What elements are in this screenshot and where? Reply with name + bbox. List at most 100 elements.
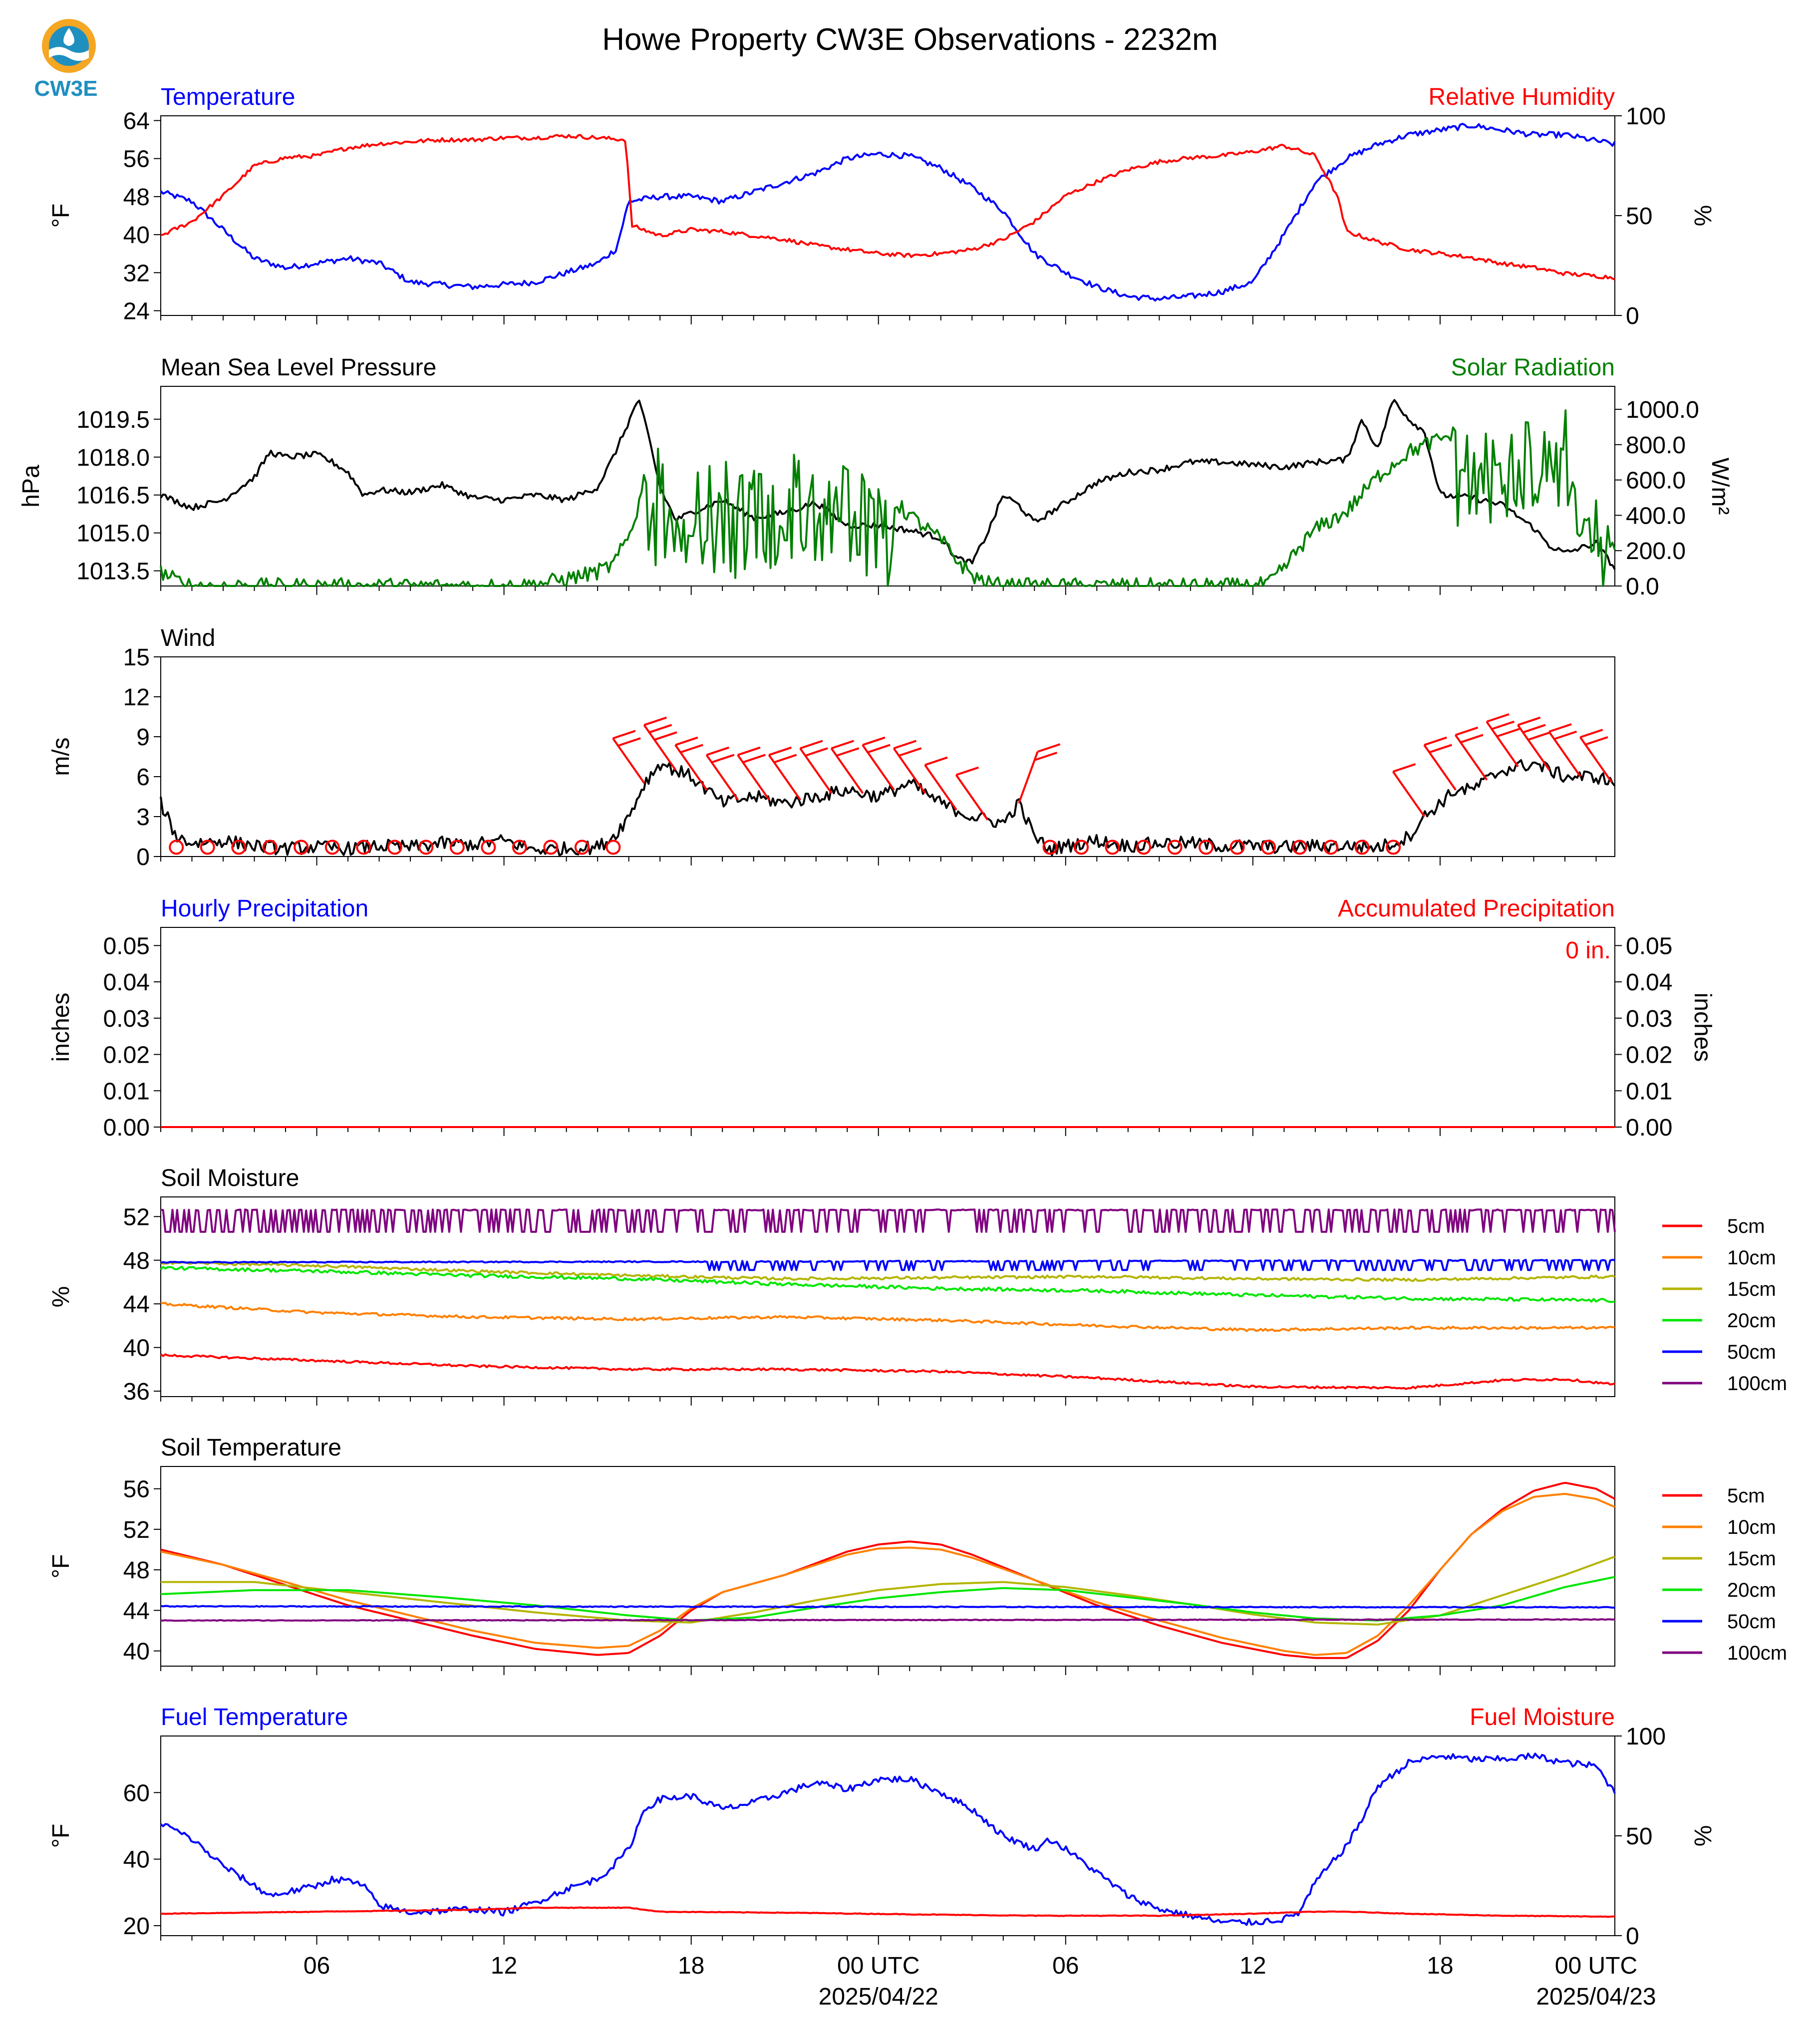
wind-barb-calm [1136,840,1152,855]
wind-barb-calm [1323,840,1339,855]
time-tick-label: 06 [303,1953,330,1979]
wind-barb-flag [1037,743,1061,753]
y-tick-label: 1013.5 [76,559,150,585]
wind-barb-flag [800,740,823,750]
y-tick-label: 48 [123,184,150,211]
legend-label: 50cm [1727,1341,1776,1363]
wind-barb-flag [675,736,698,746]
wind-barb-staff [1423,744,1457,791]
wind-barb-flag [643,716,667,726]
logo-drop-icon [63,28,74,46]
series-line-1 [160,1752,1616,1926]
wind-barb-flag [649,724,672,734]
wind-barb-flag [805,747,828,757]
y-tick-label: 56 [123,146,150,173]
panel-title-right: Solar Radiation [1451,354,1615,381]
wind-barb-staff [612,738,645,784]
panel-title-right: Fuel Moisture [1470,1704,1615,1731]
series-line-100cm [160,1208,1616,1233]
y-tick-label: 0.03 [103,1006,150,1032]
date-label: 2025/04/22 [819,1984,938,2010]
wind-barb-calm [1199,840,1214,855]
wind-barb-staff [1454,734,1488,781]
wind-barb-calm [231,840,247,855]
wind-barb-staff [1486,721,1519,768]
y-tick-label: 0.02 [103,1042,150,1069]
panel-title-left: Wind [161,625,215,651]
wind-barb-calm [1386,840,1401,855]
wind-barb-flag [737,746,761,756]
wind-barb-flag [867,744,891,754]
panel-title-left: Fuel Temperature [161,1704,348,1731]
soil-temperature-legend: 5cm 10cm 15cm 20cm 50cm 100cm [1662,1485,1787,1664]
y-tick-label: 56 [123,1476,150,1503]
wind-barb-flag [1455,726,1479,736]
y-tick-label: 12 [123,684,150,711]
y-tick-label: 0.05 [103,933,150,959]
wind-barb-flag [711,754,735,764]
wind-barb-flag [893,740,917,750]
series-line-50cm [160,1605,1615,1609]
y-tick-label: 48 [123,1248,150,1274]
y2-tick-label: 0.02 [1626,1042,1672,1069]
plot-frame [160,1466,1615,1667]
y-tick-label: 0.01 [103,1078,150,1105]
panel-1: Temperature Relative Humidity 24 32 40 48 56 64… [48,84,1716,329]
y-tick-label: 0.00 [103,1115,150,1141]
wind-barb-flag [1034,751,1058,761]
y2-tick-label: 800.0 [1626,432,1686,459]
y2-tick-label: 0 [1626,1923,1639,1950]
panel-3: Wind 0 3 6 9 12 15 m/s [48,625,1616,870]
panel-title-left: Soil Moisture [161,1165,299,1191]
wind-barb-staff [705,754,739,801]
wind-barb-flag [680,744,703,754]
wind-barb-calm [262,840,278,855]
series-line-1 [160,759,1616,857]
wind-barb-calm [1292,840,1307,855]
wind-barb-flag [955,766,979,776]
time-tick-label: 00 UTC [837,1953,919,1979]
plot-frame [160,927,1615,1128]
y2-axis-label: % [1689,205,1716,227]
panel-title-left: Hourly Precipitation [161,895,368,922]
y2-tick-label: 50 [1626,203,1652,230]
series-line-100cm [160,1618,1615,1622]
series-line-1 [160,123,1616,302]
y-tick-label: 20 [123,1913,150,1940]
figure-title: Howe Property CW3E Observations - 2232m [602,22,1218,57]
y-tick-label: 9 [136,724,150,751]
accum-precip-value: 0 in. [1565,937,1611,964]
wind-barb-flag [1497,728,1520,738]
y-axis-label: hPa [18,465,44,508]
wind-barb-calm [418,840,434,855]
wind-barb-flag [617,737,641,747]
y-tick-label: 60 [123,1780,150,1806]
plot-frame [160,115,1615,316]
wind-barb-calm [481,840,496,855]
legend-label: 20cm [1727,1579,1776,1601]
date-label: 2025/04/23 [1536,1984,1656,2010]
y2-tick-label: 1000.0 [1626,397,1699,423]
wind-barb-calm [512,840,527,855]
time-tick-label: 00 UTC [1555,1953,1637,1979]
wind-barb-flag [1548,723,1572,733]
wind-barb-calm [606,840,621,855]
series-line-50cm [160,1258,1615,1271]
y-tick-label: 1015.0 [76,521,150,547]
y-tick-label: 1019.5 [76,407,150,433]
wind-barb-calm [574,840,590,855]
legend-label: 10cm [1727,1516,1776,1538]
y2-tick-label: 600.0 [1626,468,1686,494]
legend-label: 5cm [1727,1485,1765,1507]
wind-barb-staff [1018,751,1039,804]
y-tick-label: 3 [136,804,150,831]
y2-tick-label: 400.0 [1626,503,1686,529]
y-tick-label: 52 [123,1517,150,1543]
y2-tick-label: 0.04 [1626,969,1672,996]
y-tick-label: 48 [123,1557,150,1584]
panels: Temperature Relative Humidity243240485664… [18,84,1733,1950]
wind-barb-flag [1424,736,1447,746]
wind-barb-calm [324,840,340,855]
wind-barb-calm [543,840,559,855]
y-tick-label: 1018.0 [76,445,150,471]
